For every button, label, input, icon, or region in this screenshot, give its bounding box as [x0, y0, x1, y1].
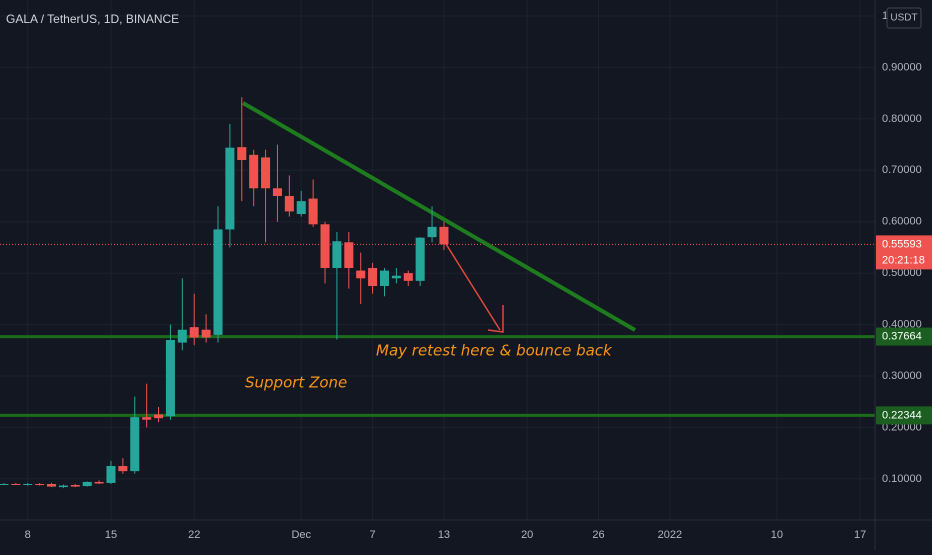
- y-tick-label: 0.60000: [882, 216, 922, 228]
- candle-body: [189, 327, 199, 338]
- level-label-box: [876, 327, 932, 346]
- candle-body: [415, 237, 425, 281]
- axes: 0.100000.200000.300000.400000.500000.600…: [25, 10, 932, 541]
- candle-body: [142, 417, 152, 420]
- y-tick-label: 0.30000: [882, 370, 922, 382]
- countdown: 20:21:18: [882, 254, 925, 266]
- x-tick-label: 15: [105, 529, 117, 541]
- annotation: Support Zone: [245, 374, 347, 392]
- candle-body: [154, 414, 164, 419]
- y-tick-label: 0.90000: [882, 61, 922, 73]
- candle-body: [213, 229, 223, 335]
- trend-line: [241, 101, 637, 332]
- level-label: 0.22344: [882, 409, 922, 421]
- candle-body: [177, 329, 187, 343]
- candle-body: [308, 198, 318, 225]
- currency-box[interactable]: [886, 7, 922, 29]
- candle-body: [296, 201, 306, 214]
- candle-body: [82, 481, 92, 487]
- candle-body: [332, 241, 342, 268]
- candle-body: [379, 270, 390, 286]
- x-tick-label: 20: [521, 529, 533, 541]
- candle-body: [118, 466, 128, 472]
- last-price-label: 0.55593: [882, 238, 922, 250]
- y-tick-label: 0.70000: [882, 164, 922, 176]
- candle-body: [35, 484, 45, 486]
- x-tick-label: 17: [854, 529, 866, 541]
- candle-body: [368, 268, 378, 286]
- candle-body: [46, 484, 57, 487]
- x-tick-label: 10: [771, 529, 783, 541]
- candle-body: [284, 196, 294, 212]
- candle-body: [225, 147, 235, 230]
- x-tick-label: 13: [438, 529, 450, 541]
- candle-body: [0, 484, 9, 485]
- candles: [0, 97, 449, 489]
- candle-body: [391, 275, 401, 279]
- candle-body: [427, 226, 437, 238]
- candle-body: [272, 188, 282, 196]
- y-tick-label: 0.50000: [882, 267, 922, 279]
- y-tick-label: 1: [882, 10, 888, 22]
- candle-body: [130, 417, 140, 472]
- candle-body: [249, 154, 259, 189]
- candle-body: [201, 329, 211, 338]
- candle-body: [439, 226, 449, 245]
- candle-body: [356, 270, 366, 279]
- currency[interactable]: USDT: [890, 13, 917, 24]
- y-tick-label: 0.80000: [882, 113, 922, 125]
- last-price-box: [876, 235, 932, 270]
- y-tick-label: 0.40000: [882, 318, 922, 330]
- annotation: May retest here & bounce back: [376, 342, 613, 360]
- levels: [0, 243, 875, 417]
- x-tick-label: 26: [592, 529, 604, 541]
- candle-body: [344, 242, 354, 268]
- level-label-box: [876, 406, 932, 425]
- x-tick-label: 22: [188, 529, 200, 541]
- candle-body: [403, 273, 413, 281]
- arrow: [445, 243, 504, 333]
- level-label: 0.37664: [882, 330, 922, 342]
- candle-body: [58, 485, 68, 488]
- x-tick-label: 8: [25, 529, 31, 541]
- chart-title: GALA / TetherUS, 1D, BINANCE: [6, 12, 179, 26]
- candle-body: [320, 224, 330, 268]
- candle-body: [94, 481, 104, 484]
- y-tick-label: 0.10000: [882, 473, 922, 485]
- x-tick-label: 2022: [658, 529, 682, 541]
- x-tick-label: 7: [370, 529, 376, 541]
- candle-body: [261, 157, 271, 189]
- candle-body: [70, 485, 80, 487]
- grid: [0, 0, 875, 520]
- x-tick-label: Dec: [291, 529, 311, 541]
- candle-body: [23, 484, 33, 485]
- candle-body: [237, 147, 247, 160]
- candle-body: [106, 466, 116, 483]
- candle-body: [165, 340, 175, 417]
- candle-body: [11, 484, 21, 485]
